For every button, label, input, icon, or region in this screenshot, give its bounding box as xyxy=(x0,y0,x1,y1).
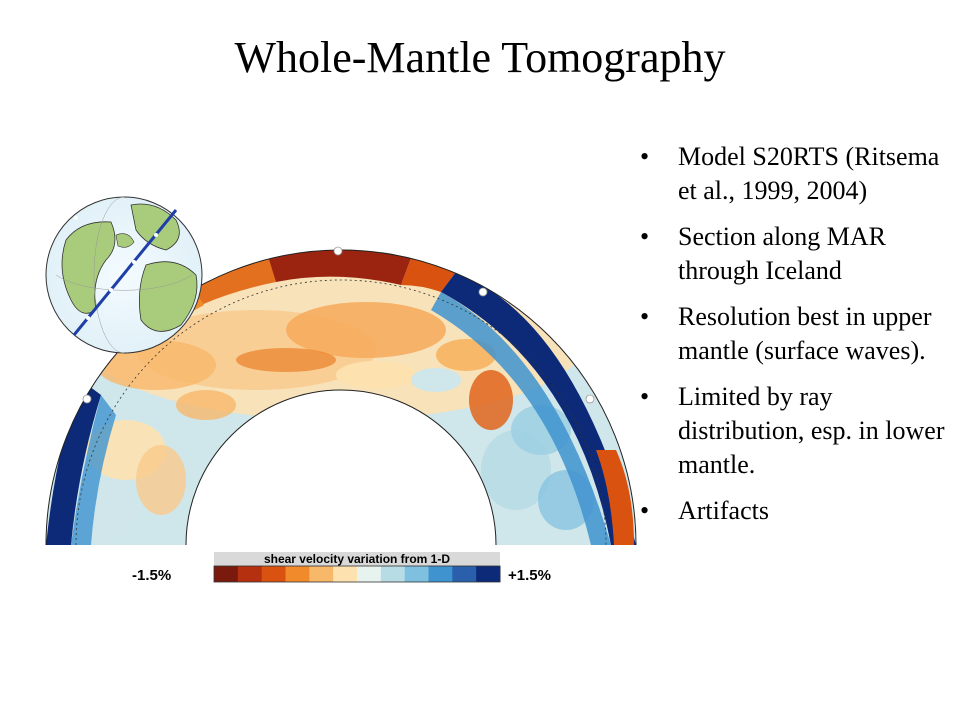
scale-swatch xyxy=(357,566,382,582)
scale-swatch xyxy=(309,566,334,582)
scale-swatch xyxy=(237,566,263,582)
scale-max-label: +1.5% xyxy=(508,567,551,584)
scale-swatch xyxy=(285,566,310,582)
slide-title: Whole-Mantle Tomography xyxy=(234,33,726,82)
scale-swatch xyxy=(452,566,477,582)
surface-marker xyxy=(82,394,92,404)
scale-swatch xyxy=(404,566,429,582)
color-scale: shear velocity variation from 1-D -1.5% … xyxy=(132,552,551,584)
bullet-list: • Model S20RTS (Ritsema et al., 1999, 200… xyxy=(638,140,948,540)
bullet-item: • Resolution best in upper mantle (surfac… xyxy=(640,302,932,365)
surface-marker xyxy=(478,287,488,297)
surface-marker xyxy=(333,246,343,256)
bullet-item: • Model S20RTS (Ritsema et al., 1999, 200… xyxy=(640,142,940,205)
tomography-cross-section: shear velocity variation from 1-D -1.5% … xyxy=(45,196,637,584)
bullet-item: • Section along MAR through Iceland xyxy=(640,222,886,285)
scale-min-label: -1.5% xyxy=(132,567,171,584)
scale-swatch xyxy=(476,566,501,582)
scale-swatch xyxy=(214,566,239,582)
scale-swatch xyxy=(333,566,358,582)
globe-inset-map xyxy=(45,196,203,354)
bullet-item: • Limited by ray distribution, esp. in lo… xyxy=(640,382,945,479)
scale-swatch xyxy=(261,566,286,582)
scale-bar xyxy=(213,565,501,583)
tomography-figure: shear velocity variation from 1-D -1.5% … xyxy=(36,150,646,600)
scale-swatch xyxy=(428,566,453,582)
scale-swatch xyxy=(380,566,406,582)
surface-marker xyxy=(585,394,595,404)
bullet-item: • Artifacts xyxy=(640,496,769,525)
scale-title: shear velocity variation from 1-D xyxy=(264,552,450,566)
